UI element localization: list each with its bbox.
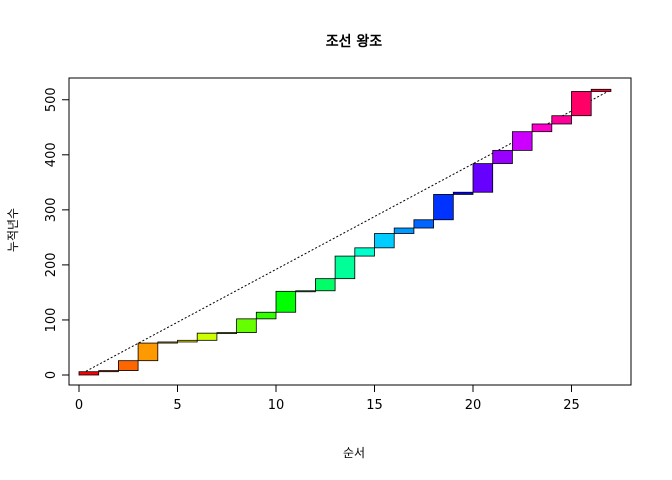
- x-tick-label: 0: [75, 398, 83, 413]
- chart-title: 조선 왕조: [326, 34, 383, 50]
- y-tick-label: 500: [44, 87, 59, 112]
- reign-bar: [314, 278, 336, 292]
- reign-bar: [590, 88, 612, 92]
- x-tick-label: 20: [465, 398, 482, 413]
- x-axis-label: 순서: [343, 446, 365, 460]
- y-tick-label: 100: [44, 308, 59, 333]
- reign-bar: [157, 341, 178, 344]
- x-axis: 0 5 10 15 20 25: [75, 384, 580, 413]
- reign-bar: [374, 233, 395, 249]
- reign-bar: [354, 247, 375, 257]
- reign-bar: [433, 194, 454, 221]
- reference-line: [78, 89, 612, 376]
- reign-bar: [512, 131, 533, 151]
- reign-bar: [275, 290, 297, 313]
- plot-area: [78, 88, 612, 376]
- reign-bar: [393, 227, 415, 234]
- axes: 0 5 10 15 20 25 0 100 200 300 400 500: [44, 77, 632, 413]
- x-tick-label: 15: [366, 398, 383, 413]
- y-tick-label: 300: [44, 197, 59, 222]
- y-axis: 0 100 200 300 400 500: [44, 87, 70, 379]
- x-tick-label: 10: [268, 398, 285, 413]
- y-tick-label: 400: [44, 142, 59, 167]
- reign-bar: [492, 149, 513, 165]
- reign-bar: [571, 91, 592, 117]
- reign-bar: [216, 332, 237, 335]
- reign-bar: [98, 370, 119, 373]
- reign-bar: [334, 255, 356, 280]
- reign-bar: [78, 371, 100, 376]
- y-tick-label: 0: [44, 371, 59, 379]
- y-tick-label: 200: [44, 252, 59, 277]
- reign-bar: [196, 332, 218, 341]
- reign-bar: [177, 339, 198, 343]
- x-tick-label: 25: [563, 398, 580, 413]
- reign-bar: [137, 342, 159, 362]
- x-tick-label: 5: [173, 398, 181, 413]
- reign-bar: [531, 123, 553, 133]
- reign-bar: [413, 219, 434, 229]
- reign-bar: [551, 115, 572, 125]
- y-axis-label: 누적년수: [6, 208, 20, 252]
- reign-bar: [295, 290, 316, 293]
- reign-bar: [472, 163, 494, 193]
- reign-bar: [452, 191, 474, 195]
- reign-bar: [255, 311, 277, 320]
- reign-bar: [236, 318, 257, 334]
- reign-bar: [118, 360, 139, 371]
